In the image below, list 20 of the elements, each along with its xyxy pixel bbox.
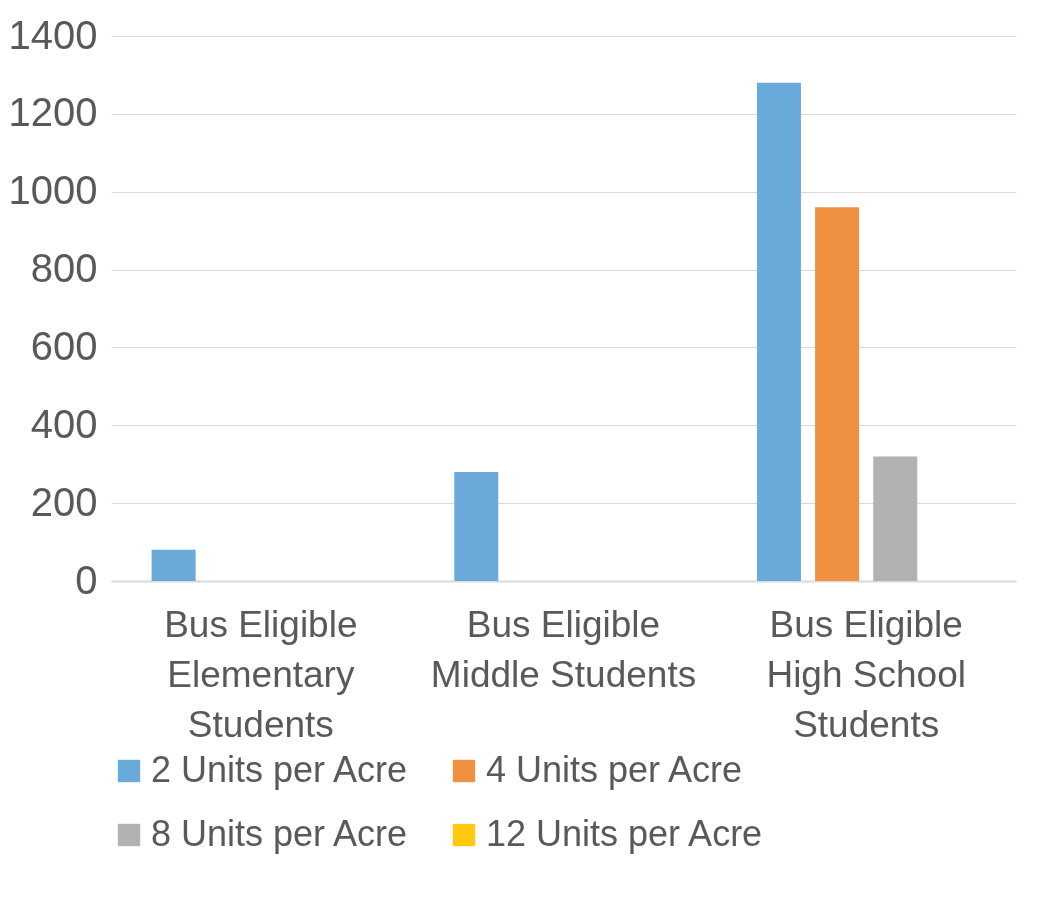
x-tick-label: Bus Eligible Middle Students: [430, 603, 697, 695]
y-tick-label: 1000: [8, 168, 98, 213]
legend-label: 12 Units per Acre: [486, 813, 763, 854]
y-tick-label: 1200: [8, 90, 98, 135]
y-tick-label: 400: [30, 401, 98, 446]
y-tick-label: 1400: [8, 12, 98, 57]
y-tick-label: 800: [30, 246, 98, 291]
y-tick-label: 200: [30, 479, 98, 524]
bar: [756, 82, 801, 581]
bar: [815, 207, 860, 581]
legend-label: 8 Units per Acre: [151, 813, 408, 854]
y-tick-label: 0: [75, 557, 98, 602]
x-tick-label: Bus Eligible High School Students: [766, 603, 966, 745]
bar: [873, 456, 918, 581]
bar: [151, 549, 196, 581]
y-tick-label: 600: [30, 323, 98, 368]
x-tick-label: Bus Eligible Elementary Students: [164, 603, 358, 745]
legend-label: 4 Units per Acre: [486, 749, 743, 790]
legend-label: 2 Units per Acre: [151, 749, 408, 790]
bar: [454, 472, 499, 581]
